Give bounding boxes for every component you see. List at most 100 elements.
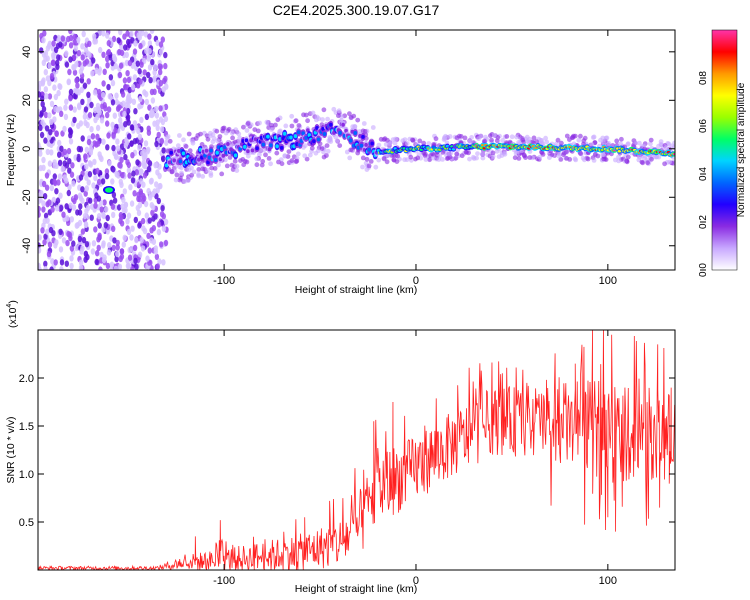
spectrogram-noise-cell bbox=[95, 133, 100, 140]
spectrogram-scatter-cell bbox=[352, 124, 358, 129]
spectrogram-scatter-cell bbox=[490, 150, 496, 156]
spectrogram-noise-cell bbox=[43, 137, 48, 144]
spectrogram-noise-cell bbox=[106, 48, 112, 56]
spectrogram-scatter-cell bbox=[215, 138, 221, 144]
spectrogram-scatter-cell bbox=[570, 135, 576, 140]
spectrogram-noise-cell bbox=[38, 211, 41, 218]
spectrogram-scatter-cell bbox=[364, 156, 370, 162]
spectrogram-noise-cell bbox=[45, 148, 50, 156]
spectrogram-scatter-cell bbox=[662, 161, 667, 167]
spectrogram-scatter-cell bbox=[645, 160, 650, 166]
spectrogram-scatter-cell bbox=[257, 120, 262, 126]
spectrogram-noise-cell bbox=[158, 68, 163, 76]
spectrogram-scatter-cell bbox=[376, 157, 382, 163]
spectrogram-scatter-cell bbox=[467, 139, 473, 145]
spectrogram-ridge-cell bbox=[266, 134, 270, 139]
colorbar bbox=[711, 29, 738, 271]
spectrogram-noise-cell bbox=[137, 251, 143, 258]
spectrogram-noise-cell bbox=[99, 206, 104, 213]
spectrogram-noise-cell bbox=[111, 225, 116, 232]
spectrogram-noise-cell bbox=[74, 244, 79, 252]
spectrogram-noise-cell bbox=[139, 237, 144, 244]
spectrogram-scatter-cell bbox=[351, 113, 357, 119]
spectrogram-noise-cell bbox=[57, 151, 62, 158]
snr-frame bbox=[37, 329, 676, 571]
spectrogram-scatter-cell bbox=[400, 138, 406, 144]
spectrogram-noise-cell bbox=[83, 221, 89, 228]
spectrogram-noise-cell bbox=[73, 45, 79, 52]
spectrogram-scatter-cell bbox=[334, 138, 340, 144]
spectrogram-ridge-cell bbox=[246, 149, 250, 154]
spectrogram-noise-cell bbox=[80, 43, 85, 50]
spectrogram-ridge-cell bbox=[244, 138, 249, 143]
spectrogram-noise-cell bbox=[122, 33, 127, 40]
spectrogram-noise-cell bbox=[118, 178, 124, 185]
spectrogram-scatter-cell bbox=[489, 137, 494, 143]
spectrogram-scatter-cell bbox=[514, 134, 519, 140]
spectrogram-noise-cell bbox=[68, 128, 74, 136]
spectrogram-scatter-cell bbox=[625, 154, 631, 160]
spectrogram-scatter-cell bbox=[423, 151, 428, 157]
spectrogram-noise-cell bbox=[126, 167, 132, 174]
spectrogram-noise-cell bbox=[68, 202, 73, 209]
spectrogram-scatter-cell bbox=[404, 141, 410, 146]
spectrogram-scatter-cell bbox=[527, 155, 533, 160]
spectrogram-scatter-cell bbox=[642, 156, 647, 162]
spectrogram-noise-cell bbox=[92, 38, 97, 45]
spectrogram-noise-cell bbox=[69, 171, 75, 178]
spectrogram-noise-cell bbox=[43, 69, 48, 76]
spectrogram-scatter-cell bbox=[578, 133, 583, 139]
spectrogram-noise-cell bbox=[119, 248, 125, 255]
spectrogram-noise-cell bbox=[52, 116, 57, 123]
spectrogram-scatter-cell bbox=[207, 133, 213, 139]
spectrogram-scatter-cell bbox=[480, 155, 486, 161]
spectrogram-noise-cell bbox=[89, 214, 94, 221]
spectrogram-scatter-cell bbox=[501, 150, 507, 156]
spectrogram-scatter-cell bbox=[410, 137, 415, 143]
spectrogram-noise-cell bbox=[150, 190, 156, 198]
spectrogram-noise-cell bbox=[163, 239, 169, 247]
snr-x-label: Height of straight line (km) bbox=[295, 583, 418, 595]
spectrogram-noise-cell bbox=[98, 266, 103, 270]
spectrogram-noise-cell bbox=[131, 170, 136, 177]
spectrogram-scatter-cell bbox=[529, 139, 535, 145]
spectrogram-noise-cell bbox=[105, 120, 110, 127]
spectrogram-noise-cell bbox=[108, 74, 114, 81]
spectrogram-noise-cell bbox=[110, 178, 115, 185]
spectrogram-noise-cell bbox=[62, 160, 67, 167]
spectrogram-scatter-cell bbox=[209, 165, 215, 171]
spectrogram-noise-cell bbox=[50, 206, 55, 213]
spectrogram-noise-cell bbox=[41, 37, 46, 44]
spectrogram-noise-cell bbox=[74, 61, 79, 68]
spectrogram-noise-cell bbox=[156, 131, 161, 139]
spectrogram-noise-cell bbox=[137, 201, 143, 209]
spectrogram-noise-cell bbox=[147, 104, 152, 111]
spectrogram-scatter-cell bbox=[293, 118, 299, 124]
spectrogram-noise-cell bbox=[64, 61, 70, 68]
spectrogram-ridge-cell bbox=[261, 142, 266, 147]
spectrogram-noise-cell bbox=[54, 130, 59, 137]
spectrogram-noise-cell bbox=[38, 124, 43, 131]
spectrogram-noise-cell bbox=[48, 226, 54, 234]
spectrogram-noise-cell bbox=[85, 204, 91, 212]
spectrogram-noise-cell bbox=[152, 88, 157, 96]
spectrogram-noise-cell bbox=[158, 105, 163, 112]
spectrogram-noise-cell bbox=[120, 172, 125, 179]
spectrogram-noise-cell bbox=[83, 106, 89, 113]
spectrogram-noise-cell bbox=[161, 155, 166, 163]
spectrogram-scatter-cell bbox=[537, 154, 543, 160]
spectrogram-noise-cell bbox=[44, 125, 50, 132]
spectrogram-noise-cell bbox=[131, 98, 137, 106]
spectrogram-noise-cell bbox=[84, 163, 89, 170]
spectrogram-noise-cell bbox=[114, 92, 119, 99]
spectrogram-ridge-cell bbox=[178, 159, 183, 164]
spectrogram-scatter-cell bbox=[214, 128, 220, 134]
spectrogram-noise-cell bbox=[84, 174, 89, 181]
spectrogram-scatter-cell bbox=[504, 134, 510, 139]
spectrogram-scatter-cell bbox=[347, 155, 353, 161]
snr-y-tick-label: 0.5 bbox=[19, 517, 34, 529]
spectrogram-scatter-cell bbox=[234, 163, 240, 169]
spectrogram-noise-cell bbox=[104, 206, 109, 213]
spectrogram-scatter-cell bbox=[464, 150, 469, 155]
spectrogram-ridge-cell bbox=[348, 138, 353, 143]
